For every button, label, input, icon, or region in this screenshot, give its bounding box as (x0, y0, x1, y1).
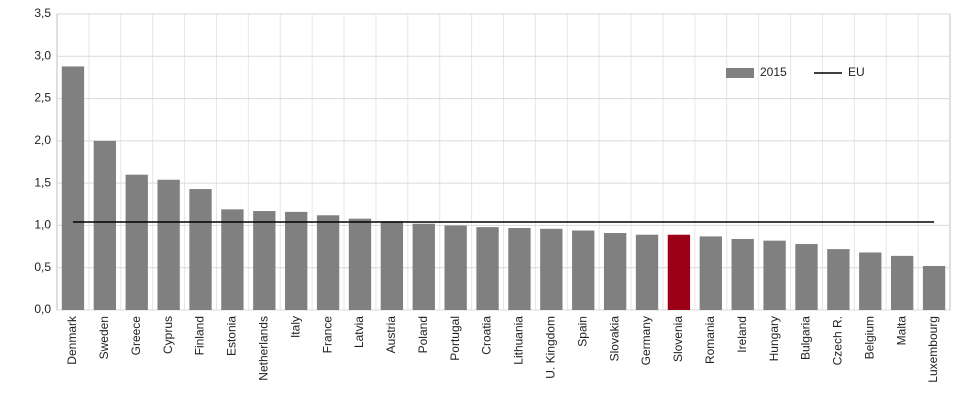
bar (763, 240, 786, 310)
bar (667, 234, 691, 310)
x-tick-label: Slovenia (671, 316, 685, 362)
x-tick-label: Romania (703, 316, 717, 364)
x-tick-label: France (320, 316, 334, 354)
x-tick-label: U. Kingdom (544, 316, 558, 379)
x-tick-label: Cyprus (161, 316, 175, 354)
x-tick-label: Belgium (862, 316, 876, 359)
x-tick-label: Hungary (767, 316, 781, 361)
bar (61, 66, 85, 310)
x-tick-label: Finland (193, 316, 207, 355)
bar (795, 244, 818, 310)
x-tick-label: Poland (416, 316, 430, 353)
bar (221, 209, 244, 310)
x-tick-label: Luxembourg (926, 316, 940, 383)
x-tick-label: Portugal (448, 316, 462, 361)
legend-swatch (726, 68, 754, 78)
x-tick-label: Denmark (65, 315, 79, 365)
legend-label: 2015 (760, 65, 787, 79)
bar (285, 211, 308, 310)
x-tick-label: Ireland (735, 316, 749, 353)
bar (859, 252, 882, 310)
x-tick-label: Lithuania (512, 316, 526, 365)
bar (508, 227, 531, 310)
y-tick-label: 1,5 (34, 175, 51, 189)
x-tick-label: Slovakia (607, 316, 621, 362)
y-tick-label: 2,0 (34, 133, 51, 147)
y-tick-label: 0,5 (34, 260, 51, 274)
y-tick-label: 1,0 (34, 218, 51, 232)
x-tick-label: Netherlands (256, 316, 270, 381)
bar (125, 174, 148, 310)
bar (603, 233, 627, 310)
x-tick-label: Estonia (225, 316, 239, 356)
bar (253, 211, 276, 310)
y-tick-label: 0,0 (34, 302, 51, 316)
x-tick-label: Latvia (352, 316, 366, 348)
bar (572, 230, 595, 310)
y-tick-label: 3,0 (34, 48, 51, 62)
bar (189, 189, 212, 310)
bar (890, 255, 914, 310)
y-tick-label: 3,5 (34, 6, 51, 20)
bar (157, 179, 180, 310)
x-tick-label: Austria (384, 316, 398, 354)
legend-label: EU (848, 65, 865, 79)
y-tick-label: 2,5 (34, 91, 51, 105)
bar (93, 140, 117, 310)
x-tick-label: Greece (129, 316, 143, 356)
x-tick-label: Malta (894, 316, 908, 346)
bar (699, 236, 722, 310)
bar (412, 223, 435, 310)
bar (731, 238, 754, 310)
x-tick-label: Spain (575, 316, 589, 347)
x-tick-label: Czech R. (831, 316, 845, 365)
bar (635, 234, 659, 310)
bar (476, 227, 499, 310)
bar (348, 218, 372, 310)
bar (827, 249, 850, 310)
x-tick-label: Sweden (97, 316, 111, 359)
x-tick-label: Italy (288, 316, 302, 338)
bar (922, 266, 946, 310)
bar (540, 228, 563, 310)
bar (444, 225, 467, 310)
bar (316, 215, 340, 310)
x-tick-label: Bulgaria (799, 316, 813, 360)
x-tick-label: Croatia (480, 316, 494, 355)
x-tick-label: Germany (639, 316, 653, 365)
bar (380, 221, 404, 310)
